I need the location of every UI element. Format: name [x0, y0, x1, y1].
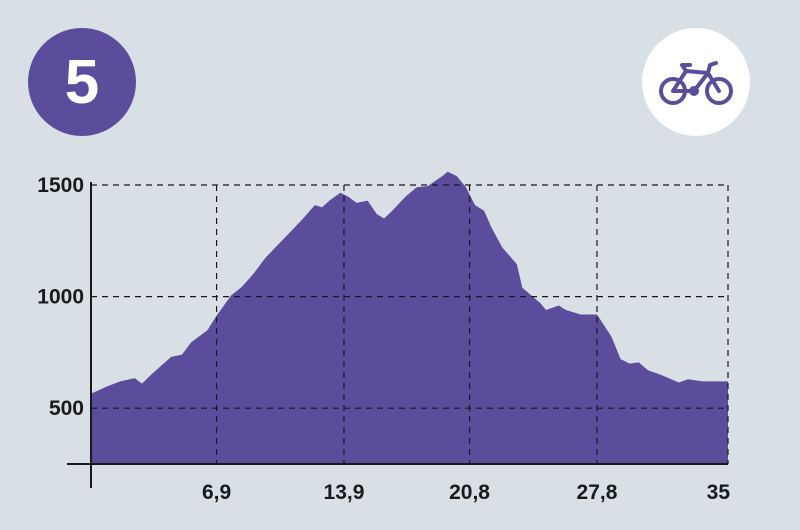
- y-tick-label-0: 500: [49, 397, 84, 420]
- elevation-area: [91, 171, 728, 464]
- stage-number-badge: 5: [28, 28, 136, 136]
- x-tick-label-1: 13,9: [324, 481, 365, 504]
- stage-number: 5: [64, 47, 100, 117]
- x-tick-label-3: 27,8: [577, 481, 618, 504]
- x-tick-label-0: 6,9: [202, 481, 231, 504]
- y-tick-label-2: 1500: [37, 174, 84, 197]
- x-tick-label-2: 20,8: [449, 481, 490, 504]
- x-tick-label-4: 35: [707, 481, 731, 504]
- bicycle-icon: [659, 61, 733, 105]
- y-tick-label-1: 1000: [37, 286, 84, 309]
- activity-badge: [642, 28, 750, 136]
